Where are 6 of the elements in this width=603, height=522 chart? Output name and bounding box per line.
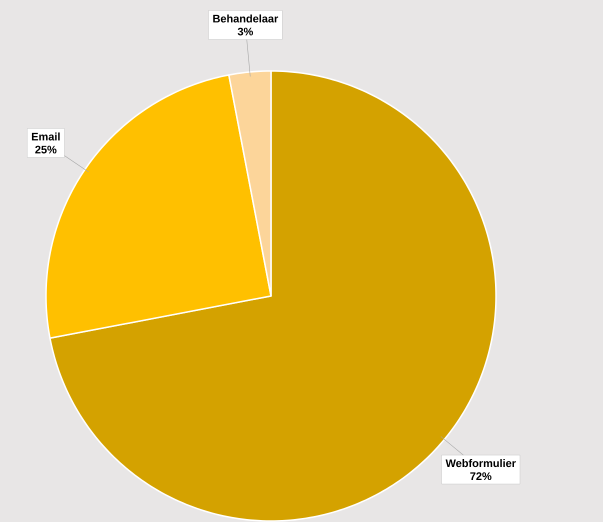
data-label: 72% xyxy=(470,472,492,480)
data-label: 3% xyxy=(238,28,254,36)
slice-label: Behandelaar xyxy=(213,14,278,22)
data-label: 25% xyxy=(35,146,57,154)
slice-label: Email xyxy=(32,132,60,141)
slice-label: Webformulier xyxy=(446,459,516,468)
